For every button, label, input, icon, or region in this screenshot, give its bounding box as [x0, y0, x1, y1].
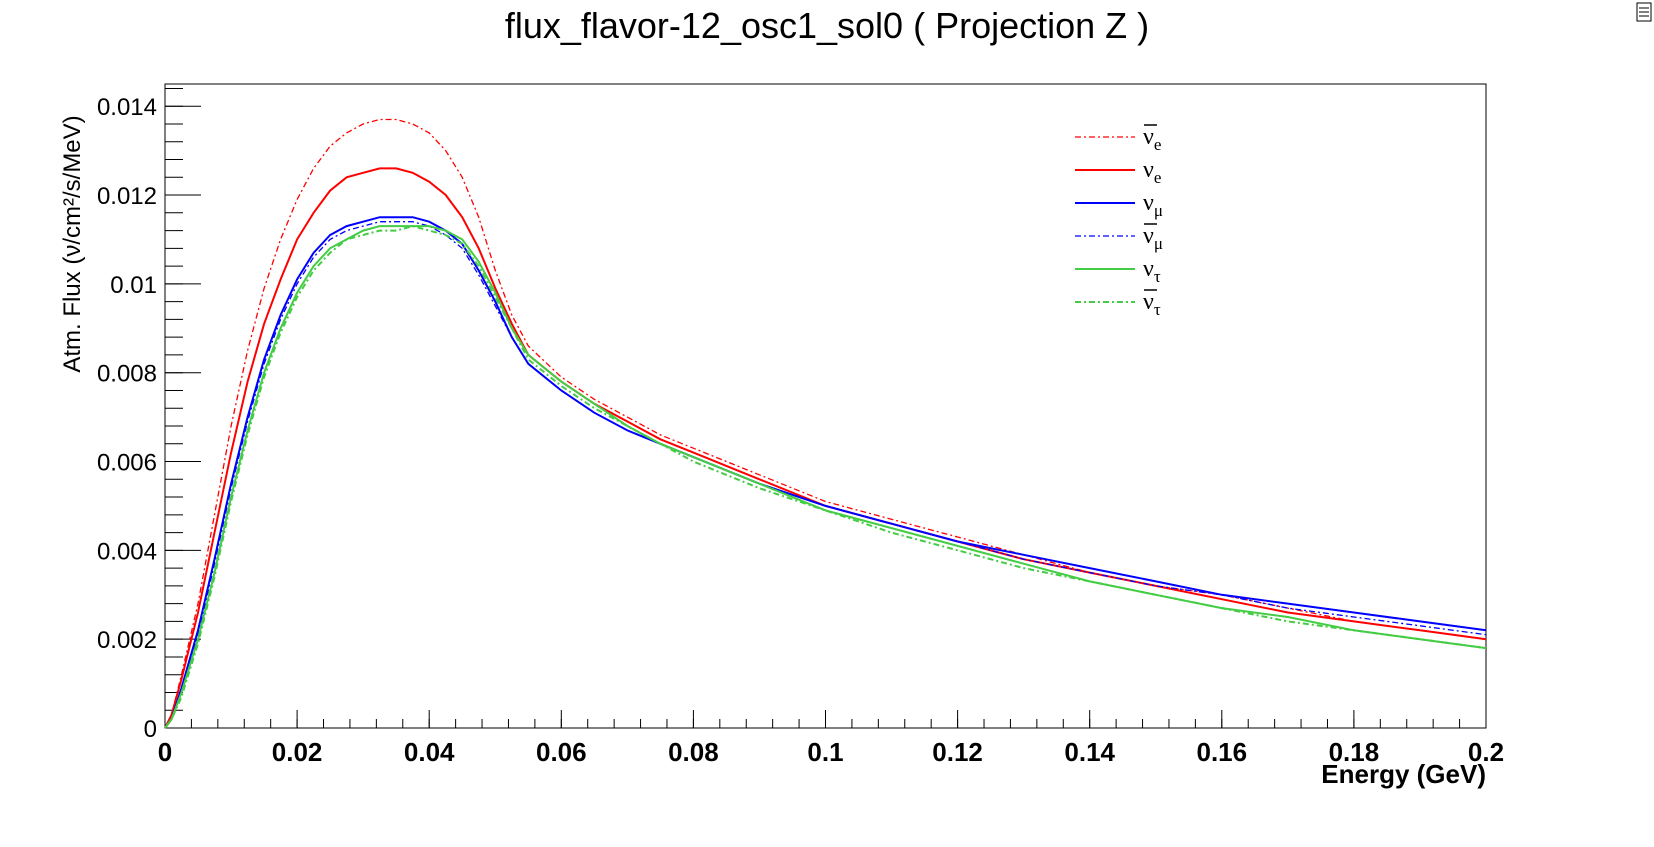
series-line-3: [164, 221, 1487, 729]
y-tick-label: 0.004: [97, 538, 157, 565]
y-tick-label: 0.006: [97, 450, 157, 477]
series-line-4: [164, 225, 1487, 729]
y-tick-label: 0.012: [97, 183, 157, 210]
y-tick-label: 0.008: [97, 361, 157, 388]
x-tick-label: 0.02: [272, 737, 323, 767]
legend-label: νe: [1143, 157, 1161, 187]
x-tick-label: 0.14: [1064, 737, 1115, 767]
y-axis-label: Atm. Flux (ν/cm²/s/MeV): [59, 115, 86, 372]
y-tick-label: 0: [144, 716, 157, 743]
series-line-2: [164, 216, 1487, 729]
x-tick-label: 0.06: [536, 737, 587, 767]
x-tick-label: 0.18: [1329, 737, 1380, 767]
axes: 0 0.02 0.04 0.06 0.08 0.1 0.12 0.14 0.16 0.18 0.2 0…: [97, 87, 1504, 767]
plot-frame: [164, 83, 1487, 729]
legend-label: νμ: [1143, 190, 1163, 220]
legend-label: νμ: [1143, 223, 1163, 253]
x-tick-label: 0.1: [807, 737, 843, 767]
x-tick-label: 0.04: [404, 737, 455, 767]
y-tick-label: 0.002: [97, 627, 157, 654]
series-line-0: [164, 118, 1487, 729]
series-line-1: [164, 167, 1487, 729]
x-tick-label: 0.2: [1468, 737, 1504, 767]
chart-title: flux_flavor-12_osc1_sol0 ( Projection Z …: [505, 5, 1149, 46]
x-axis-label: Energy (GeV): [1321, 759, 1486, 789]
legend-label: νe: [1143, 124, 1161, 154]
y-tick-label: 0.01: [110, 272, 157, 299]
canvas-menu-icon[interactable]: [1636, 2, 1652, 22]
legend-label: ντ: [1143, 256, 1161, 286]
x-tick-label: 0.08: [668, 737, 719, 767]
x-tick-label: 0: [158, 737, 172, 767]
series-layer: [164, 118, 1487, 729]
series-line-5: [164, 225, 1487, 729]
legend-label: ντ: [1143, 289, 1161, 319]
x-tick-label: 0.16: [1196, 737, 1247, 767]
y-tick-label: 0.014: [97, 94, 157, 121]
x-tick-label: 0.12: [932, 737, 983, 767]
